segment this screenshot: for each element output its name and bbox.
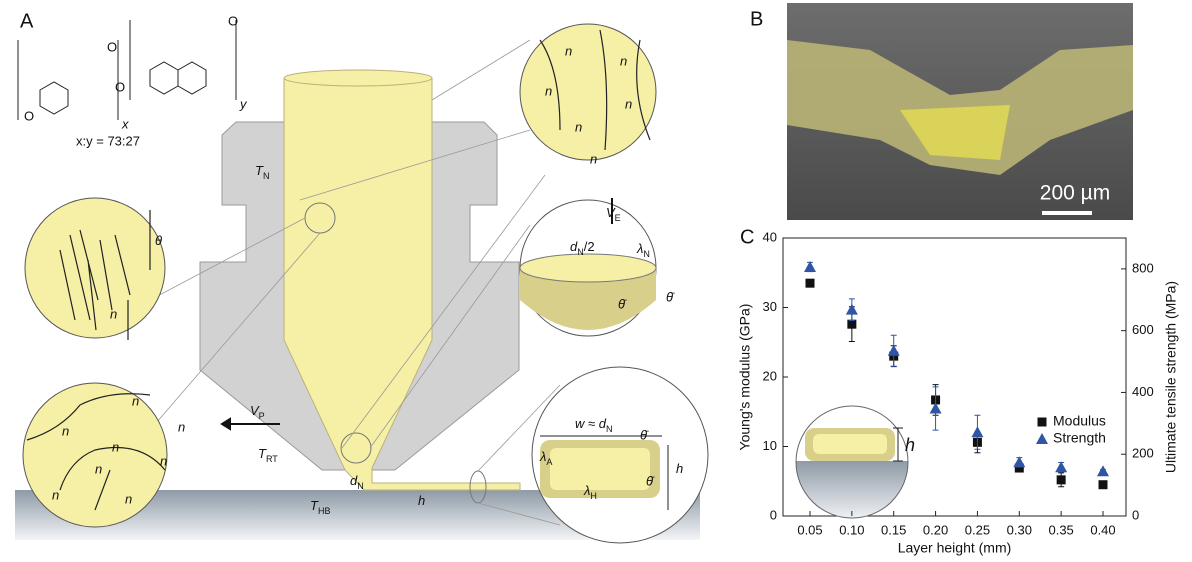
filament-top [520,254,656,282]
director: n [625,96,632,111]
brackets [18,20,236,120]
label-main: θ [155,233,162,248]
panel-label: C [740,226,754,248]
atom: O [107,39,117,54]
director: n [160,453,167,468]
director: n [62,423,69,438]
y-tick-label: 30 [763,299,777,314]
marker [1099,480,1108,489]
x-tick-label: 0.35 [1048,522,1073,537]
label: θ [155,233,162,248]
director: n [178,419,185,434]
director: n [110,306,117,321]
label-main: h [418,493,425,508]
scale-label: 200 µm [1040,182,1110,205]
marker [1057,475,1066,484]
y-tick-label: 10 [763,438,777,453]
label: h [676,461,683,476]
director: n [95,461,102,476]
zoom-circle [23,383,167,527]
x-axis-title: Layer height (mm) [898,540,1012,556]
figure: 200 µm A B C OOOOxyx:y = 73:27TNVPTRTTHB… [0,0,1192,562]
director: n [565,43,572,58]
melt-top [284,70,432,86]
legend-marker [1038,418,1047,427]
y2-tick-label: 800 [1132,260,1154,275]
marker [804,261,816,272]
mean-angle: θ̄ [666,289,675,304]
y-tick-label: 20 [763,368,777,383]
label-sub: A [546,457,552,467]
director: n [545,83,552,98]
x-tick-label: 0.30 [1007,522,1032,537]
marker [1097,465,1109,476]
zoom-circle [520,24,656,160]
director: n [620,53,627,68]
ratio: x:y = 73:27 [76,133,140,148]
label-main: λ [636,241,643,256]
y2-tick-label: 200 [1132,446,1154,461]
label-tail: /2 [584,239,595,254]
x-tick-label: 0.20 [923,522,948,537]
marker [847,320,856,329]
label-sub: P [259,411,265,421]
label-main: w ≈ d [575,416,607,431]
inset-core [813,434,887,454]
x-tick-label: 0.05 [797,522,822,537]
label-sub: N [263,171,270,181]
label-main: λ [539,449,546,464]
y-axis-title: Young's modulus (GPa) [737,304,753,451]
label-sub: N [606,424,613,434]
legend-marker [1036,433,1048,444]
x-tick-label: 0.40 [1090,522,1115,537]
label-sub: HB [318,506,331,516]
x-tick-label: 0.10 [839,522,864,537]
label: h [418,493,425,508]
atom: O [24,108,34,123]
label-sub: RT [266,454,278,464]
y2-tick-label: 400 [1132,384,1154,399]
x-tick-label: 0.25 [965,522,990,537]
label-main: λ [583,483,590,498]
marker [1013,456,1025,467]
legend-label: Strength [1053,430,1106,446]
y2-axis-title: Ultimate tensile strength (MPa) [1163,281,1179,473]
repeat-index: y [239,96,248,111]
director: n [132,393,139,408]
label-sub: N [357,481,364,491]
y-tick-label: 40 [763,229,777,244]
label-sub: N [643,249,650,259]
label: TRT [258,446,278,464]
y-tick-label: 0 [770,507,777,522]
director: n [125,491,132,506]
marker [971,426,983,437]
label-sub: H [590,491,597,501]
repeat-index: x [121,116,129,131]
atom: O [115,79,125,94]
marker [846,304,858,315]
marker [1055,461,1067,472]
marker [806,279,815,288]
director: n [590,151,597,166]
panel-label: A [20,10,34,32]
director: n [112,439,119,454]
label-main: h [676,461,683,476]
bead-core [550,448,650,490]
legend-label: Modulus [1053,413,1106,429]
y2-tick-label: 0 [1132,507,1139,522]
annotation: h [905,435,915,455]
marker [888,345,900,356]
label-sub: E [615,213,621,223]
director: n [52,487,59,502]
director: n [575,119,582,134]
atom: O [228,13,238,28]
y2-tick-label: 600 [1132,322,1154,337]
x-tick-label: 0.15 [881,522,906,537]
panel-label: B [750,8,763,30]
